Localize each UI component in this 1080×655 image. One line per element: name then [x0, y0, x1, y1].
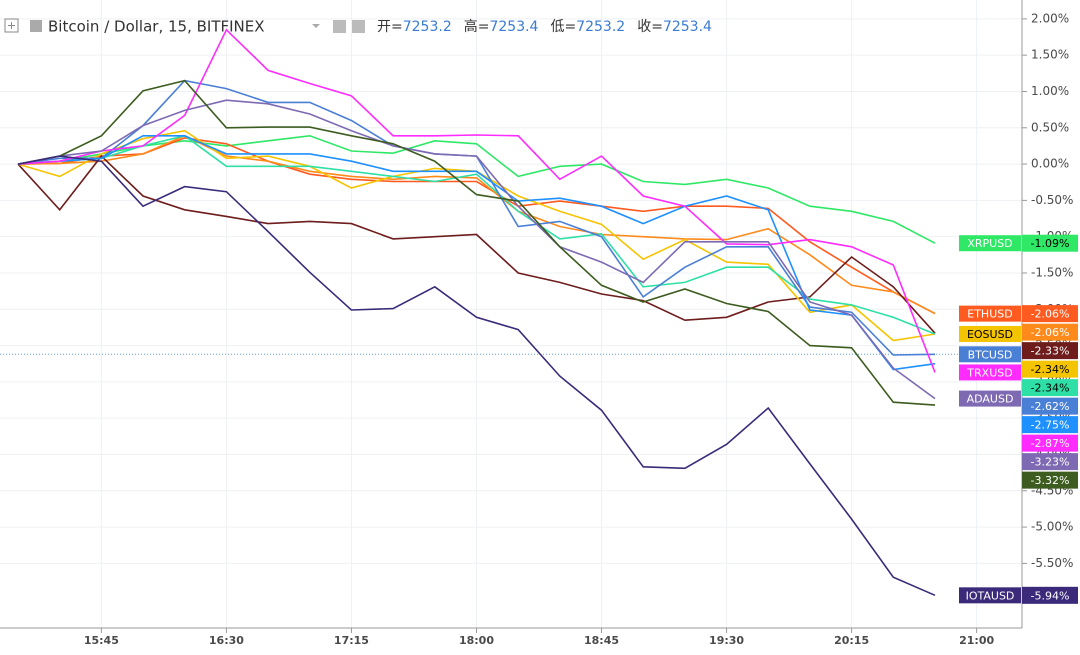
y-tick-label: 1.00%	[1031, 84, 1069, 98]
icon[interactable]	[352, 20, 365, 33]
y-tick-label: 1.50%	[1031, 48, 1069, 62]
legend-entry: TRXUSD	[966, 366, 1012, 379]
value-box	[1022, 471, 1078, 489]
ohlc-label: 收=	[637, 19, 663, 35]
legend-entry: EOSUSD	[967, 328, 1013, 341]
lines	[17, 28, 936, 597]
value-label: -2.06%	[1031, 326, 1070, 339]
value-label: -2.34%	[1031, 363, 1070, 376]
value-box	[1022, 360, 1078, 378]
icon	[8, 22, 15, 29]
value-label: -1.09%	[1031, 237, 1070, 250]
legend-header: Bitcoin / Dollar, 15, BITFINEX 开= 7253.2 高…	[4, 18, 712, 36]
value-box	[1022, 434, 1078, 452]
x-tick-label: 18:00	[459, 634, 494, 647]
series-line	[17, 99, 936, 400]
legend-entry: ETHUSD	[967, 308, 1012, 321]
ohlc-label: 开=	[377, 19, 403, 35]
symbol: Bitcoin / Dollar, 15, BITFINEX	[48, 18, 265, 36]
ohlc-label: 高=	[464, 18, 490, 35]
value-box	[1022, 586, 1078, 604]
y-tick-label: 2.00%	[1031, 11, 1069, 25]
legend-entry: IOTAUSD	[966, 589, 1015, 602]
icon	[30, 20, 42, 32]
value-label: -3.23%	[1031, 456, 1070, 469]
name-tag	[959, 390, 1021, 407]
series-line	[17, 155, 936, 597]
icon[interactable]	[333, 20, 346, 33]
value-label: -5.94%	[1031, 589, 1070, 602]
legend-entry: XRPUSD	[967, 237, 1012, 250]
value-box	[1022, 397, 1078, 415]
x-tick-label: 18:45	[584, 634, 619, 647]
name-tag	[959, 364, 1021, 381]
value-label: -2.33%	[1031, 345, 1070, 358]
ohlc-label: 低=	[550, 19, 576, 35]
x-tick-label: 15:45	[84, 634, 119, 647]
y-tick-label: 0.00%	[1031, 157, 1069, 171]
value-box	[1022, 323, 1078, 341]
ohlc-value: 7253.4	[489, 19, 538, 35]
value-label: -2.62%	[1031, 400, 1070, 413]
x-tick-label: 21:00	[959, 634, 994, 647]
value-box	[1022, 416, 1078, 434]
y-tick-label: -5.50%	[1031, 556, 1073, 570]
name-tag	[959, 235, 1021, 252]
series-line	[17, 79, 936, 406]
legend-entry: ADAUSD	[967, 393, 1014, 406]
value-box	[1022, 453, 1078, 471]
value-label: -2.75%	[1031, 419, 1070, 432]
y-tick-label: -0.50%	[1031, 193, 1073, 207]
ohlc-value: 7253.2	[403, 19, 452, 35]
series-line	[17, 137, 936, 315]
name-tag	[959, 325, 1021, 342]
name-tag	[959, 346, 1021, 363]
y-tick-label: -5.00%	[1031, 520, 1073, 534]
series-line	[17, 134, 936, 315]
ohlc-value: 7253.4	[663, 19, 712, 35]
y-tick-label: -1.50%	[1031, 265, 1073, 279]
name-tag	[959, 305, 1021, 322]
ohlc: 开= 7253.2 高= 7253.4 低= 7253.2 收= 7253.4	[377, 18, 712, 35]
value-label: -2.34%	[1031, 382, 1070, 395]
name-tag	[959, 587, 1021, 604]
y-tick-label: 0.50%	[1031, 120, 1069, 134]
value-box	[1022, 234, 1078, 252]
legend-entry: BTCUSD	[968, 348, 1013, 361]
icon[interactable]	[4, 18, 19, 33]
value-label: -3.32%	[1031, 474, 1070, 487]
series-line	[17, 154, 936, 334]
value-box	[1022, 379, 1078, 397]
series-line	[17, 134, 936, 335]
ohlc-value: 7253.2	[576, 19, 625, 35]
x-tick-label: 19:30	[709, 634, 744, 647]
x-tick-label: 17:15	[334, 634, 369, 647]
x-tick-label: 16:30	[209, 634, 244, 647]
value-label: -2.87%	[1031, 437, 1070, 450]
labels: XRPUSD ETHUSD EOSUSD BTCUSD TRXUSD ADAUSD IOTA…	[959, 234, 1078, 604]
icon[interactable]	[312, 24, 320, 28]
value-box	[1022, 342, 1078, 360]
x-tick-label: 20:15	[834, 634, 869, 647]
value-box	[1022, 305, 1078, 323]
value-label: -2.06%	[1031, 308, 1070, 321]
series-line	[17, 28, 936, 373]
